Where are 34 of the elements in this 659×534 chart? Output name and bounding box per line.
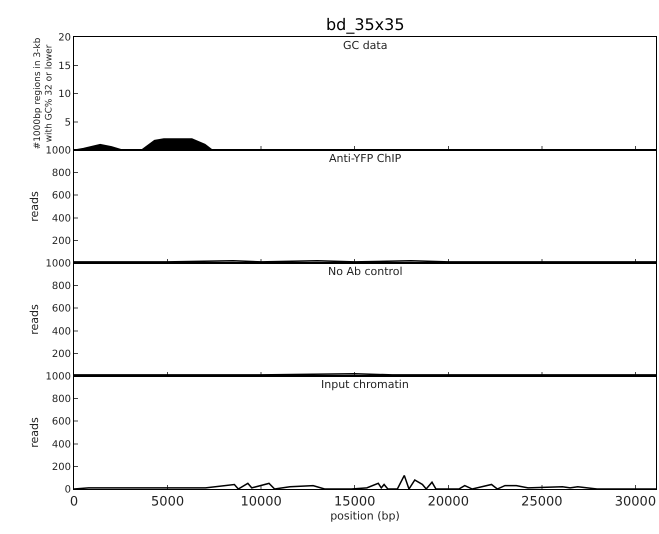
y-tick-label: 20: [58, 32, 71, 44]
x-tick-label: 30000: [614, 494, 656, 510]
y-tick-label: 400: [52, 326, 71, 338]
y-axis-title: reads: [28, 304, 42, 335]
x-axis-title: position (bp): [330, 510, 400, 523]
y-tick-label: 200: [52, 348, 71, 360]
chart-title: Input chromatin: [321, 378, 409, 391]
y-tick-label: 15: [58, 60, 71, 72]
y-tick-label: 200: [52, 236, 71, 247]
y-tick-label: 0: [64, 484, 71, 496]
chart-subtitle: GC data: [343, 39, 388, 52]
y-axis-title: reads: [28, 416, 42, 448]
y-tick-label: 10: [58, 89, 71, 100]
y-tick-label: 800: [52, 281, 71, 292]
x-tick-label: 10000: [240, 494, 282, 510]
y-tick-label: 600: [52, 416, 71, 428]
x-tick-label: 15000: [334, 494, 376, 510]
chart-title: No Ab control: [328, 265, 403, 278]
y-axis-title: reads: [28, 190, 42, 222]
y-tick-label: 1000: [46, 258, 71, 270]
y-tick-label: 5: [64, 117, 71, 128]
y-tick-label: 800: [52, 168, 71, 180]
x-tick-label: 25000: [521, 494, 563, 510]
y-tick-label: 400: [52, 439, 71, 450]
y-tick-label: 800: [52, 394, 71, 406]
y-tick-label: 1000: [46, 372, 71, 382]
x-tick-label: 5000: [151, 494, 184, 510]
y-tick-label: 600: [52, 190, 71, 202]
chart-title: Anti-YFP ChIP: [329, 152, 402, 165]
y-tick-label: 600: [52, 304, 71, 315]
y-tick-label: 200: [52, 462, 71, 473]
chart-title: bd_35x35: [326, 15, 404, 34]
y-tick-label: 400: [52, 213, 71, 224]
x-tick-label: 20000: [428, 494, 469, 510]
